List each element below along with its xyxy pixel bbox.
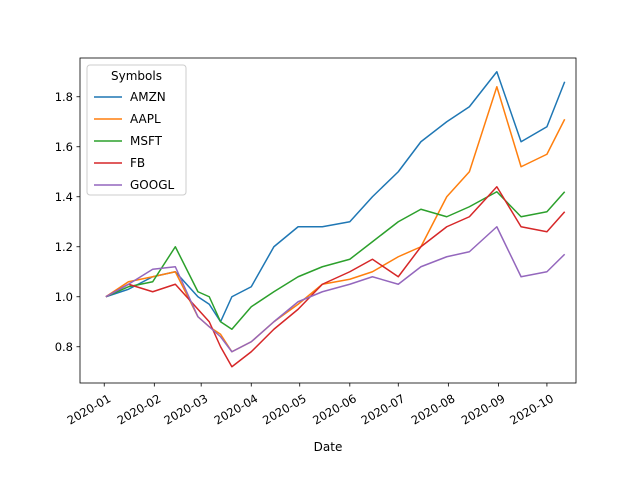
x-tick-label: 2020-07	[359, 391, 408, 427]
x-tick-label: 2020-01	[65, 391, 114, 427]
series-layer	[105, 71, 566, 368]
x-tick-label: 2020-06	[310, 391, 359, 427]
y-tick-label: 0.8	[55, 340, 73, 354]
legend-label-fb: FB	[130, 156, 145, 170]
y-tick-label: 1.6	[55, 140, 73, 154]
x-tick-label: 2020-10	[507, 391, 556, 427]
x-tick-label: 2020-05	[260, 391, 309, 427]
legend-label-msft: MSFT	[130, 134, 163, 148]
y-tick-label: 1.0	[55, 290, 73, 304]
x-axis-label: Date	[314, 440, 343, 454]
x-tick-label: 2020-09	[459, 391, 508, 427]
legend: Symbols AMZN AAPL MSFT FB GOOGL	[86, 64, 187, 196]
legend-title: Symbols	[111, 69, 162, 83]
plot-frame	[79, 57, 577, 384]
legend-box	[86, 64, 187, 196]
y-tick-label: 1.2	[55, 240, 73, 254]
y-tick-label: 1.8	[55, 90, 73, 104]
y-tick-label: 1.4	[55, 190, 73, 204]
legend-label-amzn: AMZN	[130, 90, 166, 104]
y-axis: 0.8 1.0 1.2 1.4 1.6 1.8	[55, 90, 80, 354]
x-tick-label: 2020-03	[162, 391, 211, 427]
legend-label-aapl: AAPL	[130, 112, 161, 126]
series-line-amzn	[105, 71, 566, 323]
x-tick-label: 2020-04	[212, 391, 261, 427]
x-tick-label: 2020-02	[115, 391, 164, 427]
series-line-googl	[105, 226, 566, 353]
legend-label-googl: GOOGL	[130, 178, 174, 192]
x-tick-label: 2020-08	[409, 391, 458, 427]
series-line-aapl	[105, 86, 566, 353]
series-line-msft	[105, 191, 566, 330]
